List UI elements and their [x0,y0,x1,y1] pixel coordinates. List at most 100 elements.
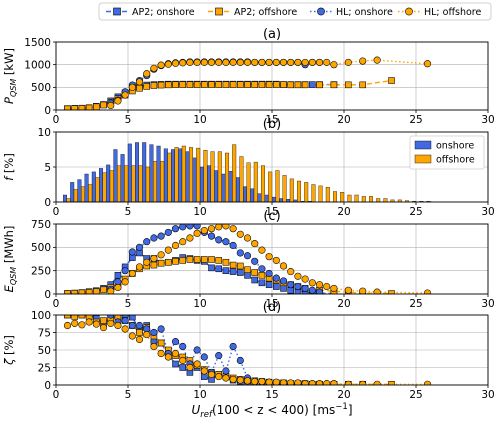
data-point [301,275,309,283]
axes-frame [55,314,489,386]
data-point [179,224,187,231]
data-point [294,379,302,385]
data-point [128,248,136,256]
data-point [208,256,215,263]
data-point [301,284,309,292]
y-axis-label: EQSM [MWh] [2,226,18,293]
bar-offshore [268,171,273,202]
x-tick-label: 25 [409,114,422,126]
bar-offshore [210,151,215,202]
data-point [287,379,295,385]
data-point [244,272,251,279]
data-point [243,252,252,260]
y-tick-label: 50 [38,345,51,357]
data-point [265,378,273,385]
bar-offshore [153,161,157,202]
panel-label: (a) [263,27,281,42]
bar-onshore [271,196,276,202]
data-point [222,224,230,230]
data-point [157,339,165,347]
x-tick-label: 10 [193,114,206,126]
data-point [171,241,180,250]
data-point [186,363,194,372]
bar-offshore [282,175,287,202]
data-point [121,325,129,333]
data-point [143,258,151,266]
data-point [179,364,186,371]
data-point [237,262,244,270]
bar-offshore [253,161,258,202]
bar-offshore [304,182,309,202]
bar-offshore [81,186,85,202]
data-point [186,256,194,263]
data-point [121,267,129,275]
y-tick-label: 25 [38,362,51,374]
data-point [258,265,266,273]
panel-b: 0 5 10 (b) f [%] 0 5 10 15 20 25 30 onshore offshore [2,117,495,218]
data-point [287,268,295,276]
bar-offshore [361,196,366,202]
data-point [315,58,324,66]
bar-offshore [145,166,150,202]
x-axis-title: Uref(100 < z < 400) [ms−1] [191,402,352,420]
data-point [71,319,79,327]
data-point [359,81,366,89]
bar-offshore [232,144,237,202]
bar-offshore [261,165,265,202]
data-point [215,58,223,66]
bar-onshore [77,179,82,202]
top-legend: AP2; onshore AP2; offshore HL; onshore HL; … [98,2,492,21]
bar-onshore [106,164,111,202]
data-point [308,380,316,385]
y-tick-label: 0 [44,105,51,117]
legend-item: HL; onshore [310,7,393,18]
bar-offshore [333,191,337,202]
data-point [100,317,107,324]
data-point [237,269,244,276]
data-point [193,360,201,368]
bar-offshore [131,165,136,202]
data-point [243,58,252,66]
data-point [308,58,316,66]
data-point [135,78,144,86]
data-point [215,224,223,231]
x-tick-label: 30 [481,389,494,401]
bar-offshore [318,185,323,202]
bar-offshore [405,200,409,202]
bar-offshore [325,187,330,202]
data-point [85,289,93,294]
axes-frame [55,223,489,295]
data-point [150,234,158,242]
data-point [128,269,136,278]
legend-label: HL; offshore [424,7,481,18]
legend-item: AP2; onshore [106,7,195,18]
data-point [121,278,129,286]
y-tick-label: 1500 [24,37,51,49]
bar-onshore [235,177,240,202]
x-tick-label: 15 [265,389,278,401]
data-point [208,264,215,272]
data-point [128,83,136,91]
y-tick-label: 75 [38,327,51,339]
data-point [251,377,259,385]
data-point [64,105,71,110]
data-point [179,81,186,88]
data-point [229,81,237,88]
y-tick-label: 500 [31,242,51,254]
data-point [157,251,165,259]
data-point [222,81,230,88]
data-point [143,83,150,90]
data-point [258,58,266,66]
data-point [193,81,201,88]
bar-offshore [383,198,388,202]
data-point [388,77,395,84]
bar-offshore [181,145,186,202]
data-point [279,262,288,270]
y-tick-label: 5 [44,162,51,174]
data-point [308,286,316,294]
data-point [135,263,144,271]
bar-offshore [88,184,93,202]
data-point [236,356,244,365]
data-point [273,81,280,88]
